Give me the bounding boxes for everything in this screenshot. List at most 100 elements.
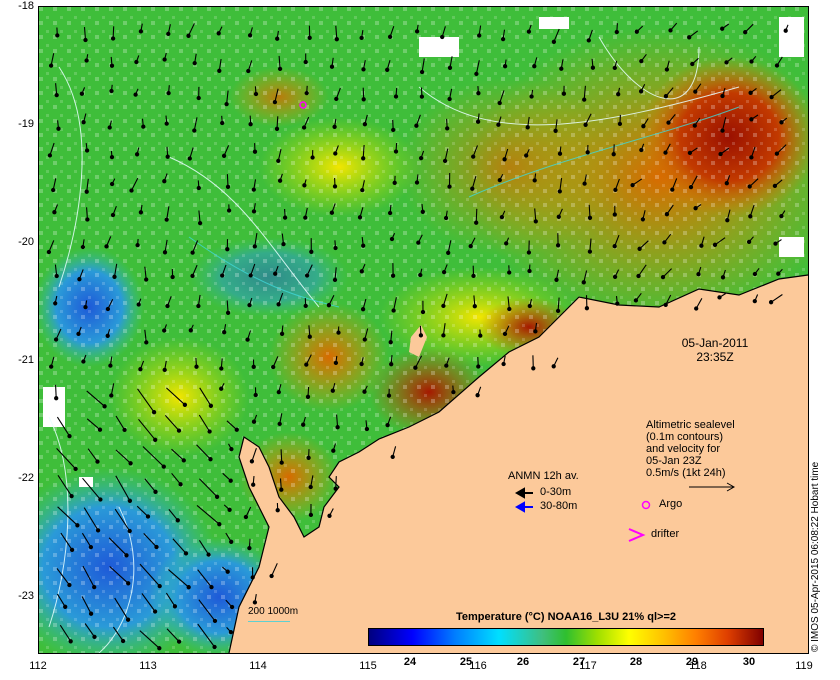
velocity-arrow-head xyxy=(51,187,56,193)
velocity-arrow xyxy=(583,85,586,100)
velocity-arrow-head xyxy=(613,187,618,193)
velocity-arrow-head xyxy=(275,508,280,513)
velocity-arrow-head xyxy=(157,646,162,651)
velocity-arrow xyxy=(114,508,131,532)
velocity-arrow-head xyxy=(772,183,778,189)
velocity-arrow xyxy=(86,418,101,431)
velocity-arrow-head xyxy=(587,215,593,220)
velocity-arrow-head xyxy=(108,363,113,368)
velocity-arrow xyxy=(226,90,229,105)
velocity-arrow-head xyxy=(92,584,97,590)
velocity-arrow-head xyxy=(229,539,234,544)
velocity-arrow-head xyxy=(527,268,532,274)
velocity-arrow-head xyxy=(251,364,256,369)
velocity-arrow-head xyxy=(220,120,225,126)
velocity-arrow-head xyxy=(583,122,588,127)
sealevel-line: Altimetric sealevel xyxy=(646,419,735,431)
velocity-arrow-head xyxy=(555,308,561,314)
velocity-arrow-head xyxy=(533,329,538,334)
velocity-arrow-head xyxy=(720,26,725,31)
velocity-arrow xyxy=(84,623,95,638)
colorbar-tick: 27 xyxy=(572,656,586,668)
argo-float-marker xyxy=(299,101,307,109)
sealevel-note: Altimetric sealevel (0.1m contours) and … xyxy=(646,419,735,479)
velocity-arrow-head xyxy=(507,306,512,312)
velocity-arrow-head xyxy=(749,117,754,122)
velocity-arrow-head xyxy=(307,334,312,339)
velocity-arrows xyxy=(46,22,789,651)
velocity-arrow-head xyxy=(612,212,617,217)
velocity-arrow-head xyxy=(275,36,280,41)
colorbar-tick: 29 xyxy=(685,656,699,668)
x-tick-label: 116 xyxy=(469,660,487,672)
velocity-arrow-head xyxy=(310,155,315,160)
velocity-arrow-head xyxy=(277,421,282,427)
velocity-arrow-head xyxy=(447,184,452,189)
velocity-arrow xyxy=(199,387,212,407)
velocity-arrow-head xyxy=(153,489,158,494)
velocity-arrow-head xyxy=(414,29,420,34)
velocity-arrow-head xyxy=(276,158,281,164)
velocity-arrow-head xyxy=(693,206,698,211)
velocity-arrow-head xyxy=(636,273,641,279)
velocity-arrow-head xyxy=(138,29,144,34)
velocity-arrow-head xyxy=(175,518,180,523)
velocity-arrow-head xyxy=(47,153,53,158)
velocity-arrow-head xyxy=(615,301,620,306)
velocity-arrow-head xyxy=(524,153,529,158)
velocity-arrow-head xyxy=(304,362,309,367)
velocity-arrow-head xyxy=(525,125,530,130)
velocity-arrow-head xyxy=(120,638,126,644)
velocity-arrow-head xyxy=(390,273,396,278)
velocity-arrow-head xyxy=(587,249,593,254)
velocity-arrow-head xyxy=(182,402,188,407)
velocity-arrow-head xyxy=(774,63,780,68)
velocity-arrow-head xyxy=(502,157,507,162)
velocity-arrow-head xyxy=(92,634,97,640)
anmn-legend-title: ANMN 12h av. xyxy=(508,470,579,482)
velocity-arrow-head xyxy=(639,58,644,64)
velocity-arrow xyxy=(559,178,563,192)
velocity-arrow-head xyxy=(419,94,425,99)
velocity-arrow-head xyxy=(391,127,396,133)
velocity-arrow-head xyxy=(225,569,230,574)
velocity-arrow-head xyxy=(687,150,693,156)
velocity-arrow xyxy=(56,448,77,470)
velocity-arrow-head xyxy=(276,389,281,395)
velocity-arrow-head xyxy=(252,149,258,154)
velocity-arrow-head xyxy=(161,464,166,469)
colorbar-tick: 24 xyxy=(403,656,417,668)
colorbar-tick: 28 xyxy=(629,656,643,668)
velocity-arrow-head xyxy=(129,188,134,193)
velocity-arrow xyxy=(49,142,55,156)
velocity-arrow-head xyxy=(359,269,364,274)
velocity-arrow-head xyxy=(561,91,567,96)
velocity-arrow-head xyxy=(617,121,623,127)
velocity-arrow xyxy=(278,55,281,69)
velocity-arrow-head xyxy=(507,270,512,275)
velocity-arrow-head xyxy=(611,152,616,157)
velocity-arrow-head xyxy=(418,272,423,278)
velocity-arrow-head xyxy=(250,575,255,580)
velocity-arrow-head xyxy=(585,150,590,155)
velocity-arrow-head xyxy=(333,245,338,251)
velocity-arrow-head xyxy=(630,182,635,188)
velocity-arrow xyxy=(136,505,149,517)
velocity-arrow-head xyxy=(612,65,617,71)
x-tick-label: 113 xyxy=(139,660,157,672)
velocity-arrow-head xyxy=(128,461,133,466)
velocity-arrow-head xyxy=(502,331,508,337)
velocity-arrow-head xyxy=(748,214,753,219)
velocity-arrow-head xyxy=(49,364,54,369)
velocity-arrow xyxy=(56,416,70,437)
velocity-arrow-head xyxy=(53,337,59,342)
velocity-arrow-head xyxy=(219,386,224,391)
velocity-arrow-head xyxy=(446,250,451,255)
velocity-arrow xyxy=(82,565,95,588)
velocity-arrow xyxy=(553,28,560,43)
land-mainland xyxy=(229,275,808,653)
velocity-arrow-head xyxy=(110,212,116,218)
velocity-arrow-head xyxy=(717,295,722,300)
cloud-patch xyxy=(779,17,804,57)
velocity-arrow-head xyxy=(46,249,52,255)
